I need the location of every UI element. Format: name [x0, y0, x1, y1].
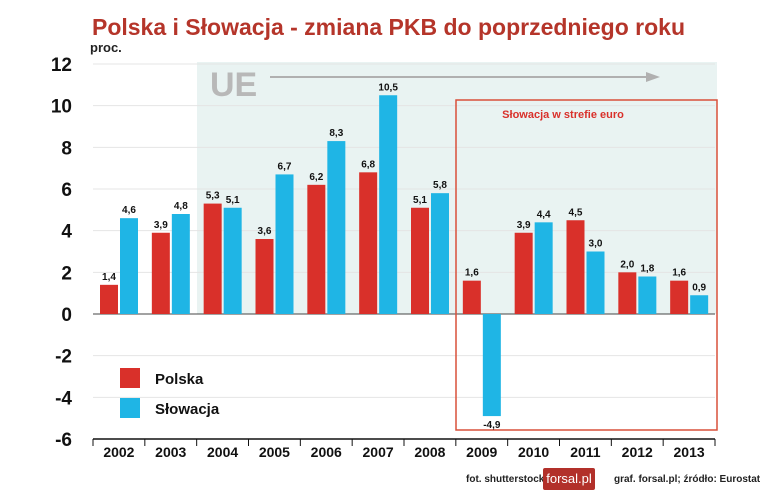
legend-label-polska: Polska — [155, 371, 204, 388]
data-label: 5,3 — [206, 191, 220, 202]
legend-label-slowacja: Słowacja — [155, 401, 220, 418]
data-label: 0,9 — [692, 282, 706, 293]
bar-polska — [255, 239, 274, 314]
y-tick-label: -2 — [55, 347, 72, 368]
data-label: 6,7 — [278, 161, 292, 172]
bar-polska — [100, 284, 118, 314]
legend-swatch-polska — [120, 368, 140, 388]
data-label: 5,1 — [226, 195, 240, 206]
x-tick-label: 2011 — [570, 444, 601, 460]
bar-słowacja — [120, 218, 138, 314]
y-tick-label: 2 — [61, 263, 72, 284]
y-tick-label: 6 — [61, 180, 72, 201]
data-label: 4,6 — [122, 205, 136, 216]
x-tick-label: 2007 — [363, 444, 394, 460]
data-label: 6,8 — [361, 159, 375, 170]
y-tick-label: 8 — [61, 138, 72, 159]
bar-słowacja — [534, 222, 553, 314]
data-label: 1,6 — [672, 268, 686, 279]
x-tick-label: 2012 — [622, 444, 653, 460]
y-tick-label: -4 — [55, 388, 72, 409]
y-tick-label: 12 — [51, 55, 72, 76]
bar-polska — [514, 232, 533, 314]
x-tick-label: 2008 — [414, 444, 445, 460]
bar-polska — [307, 184, 326, 314]
data-label: 6,2 — [309, 172, 323, 183]
bar-polska — [618, 272, 637, 314]
data-label: 8,3 — [329, 128, 343, 139]
bar-słowacja — [431, 193, 449, 314]
data-label: 3,6 — [258, 226, 272, 237]
data-label: 5,8 — [433, 180, 447, 191]
x-tick-label: 2005 — [259, 444, 290, 460]
data-label: 4,8 — [174, 201, 188, 212]
bar-polska — [411, 207, 429, 314]
data-label: 4,4 — [537, 209, 551, 220]
x-tick-label: 2006 — [311, 444, 342, 460]
data-label: 1,6 — [465, 268, 479, 279]
data-label: 4,5 — [569, 207, 583, 218]
euro-zone-label: Słowacja w strefie euro — [502, 109, 624, 121]
bar-polska — [462, 280, 481, 314]
forsal-logo: forsal.pl — [543, 468, 595, 490]
bar-słowacja — [586, 251, 605, 314]
x-tick-label: 2013 — [674, 444, 705, 460]
bar-słowacja — [223, 207, 242, 314]
euro-zone-box — [455, 99, 718, 431]
eu-label: UE — [210, 66, 257, 104]
x-tick-label: 2003 — [155, 444, 186, 460]
x-tick-label: 2010 — [518, 444, 549, 460]
bar-słowacja — [327, 141, 346, 314]
photo-credit: fot. shutterstock — [466, 474, 545, 485]
bar-słowacja — [638, 276, 657, 314]
data-label: 5,1 — [413, 195, 427, 206]
data-label: -4,9 — [483, 420, 501, 431]
y-axis-unit: proc. — [90, 40, 122, 55]
y-tick-label: 0 — [61, 305, 72, 326]
data-label: 10,5 — [378, 82, 398, 93]
data-label: 1,8 — [640, 264, 654, 275]
bar-słowacja — [482, 314, 501, 417]
data-label: 3,9 — [517, 220, 531, 231]
source-credit: graf. forsal.pl; źródło: Eurostat — [614, 474, 761, 485]
bar-słowacja — [171, 214, 190, 314]
bar-słowacja — [690, 295, 709, 314]
bar-polska — [151, 232, 170, 314]
x-tick-label: 2004 — [207, 444, 238, 460]
data-label: 3,0 — [589, 239, 603, 250]
y-tick-label: 10 — [51, 97, 72, 118]
x-tick-label: 2002 — [103, 444, 134, 460]
data-label: 3,9 — [154, 220, 168, 231]
bar-polska — [566, 220, 585, 314]
legend-swatch-slowacja — [120, 398, 140, 418]
bar-polska — [203, 203, 222, 314]
bar-słowacja — [379, 95, 398, 314]
bar-polska — [359, 172, 378, 314]
eu-arrow-head-icon — [646, 72, 660, 82]
y-tick-label: -6 — [55, 430, 72, 451]
bar-polska — [670, 280, 689, 314]
chart-title: Polska i Słowacja - zmiana PKB do poprze… — [91, 14, 685, 40]
y-tick-label: 4 — [61, 222, 72, 243]
data-label: 1,4 — [102, 272, 116, 283]
data-label: 2,0 — [620, 259, 634, 270]
bar-słowacja — [275, 174, 294, 314]
x-tick-label: 2009 — [466, 444, 497, 460]
